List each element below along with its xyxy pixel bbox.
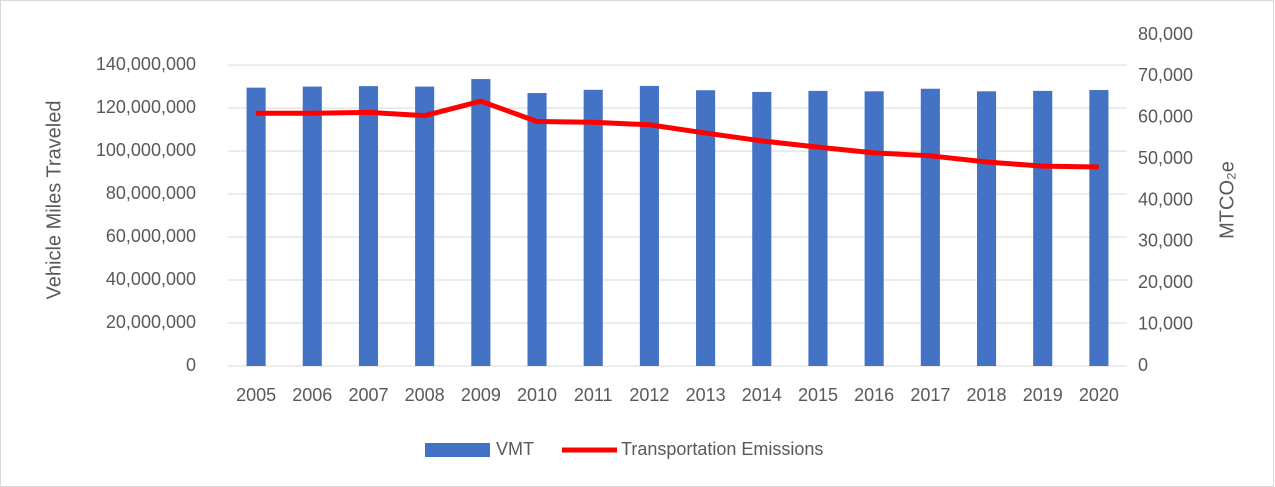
y2-tick-label: 60,000 [1138, 107, 1193, 127]
x-tick-label: 2011 [574, 385, 613, 405]
x-tick-label: 2019 [1023, 385, 1063, 405]
y2-axis-title: MTCO₂e [1216, 161, 1238, 239]
x-tick-label: 2016 [854, 385, 894, 405]
y2-tick-label: 40,000 [1138, 189, 1193, 209]
bar [471, 79, 491, 366]
x-tick-label: 2009 [461, 385, 501, 405]
bar [976, 91, 997, 366]
bar [696, 90, 716, 366]
y2-tick-label: 80,000 [1138, 24, 1193, 44]
legend-label: Transportation Emissions [621, 439, 823, 459]
x-tick-label: 2020 [1079, 385, 1119, 405]
x-tick-label: 2013 [686, 385, 726, 405]
x-tick-label: 2007 [348, 385, 388, 405]
bar [639, 85, 659, 367]
bar [920, 88, 940, 366]
bar [302, 86, 322, 367]
y-tick-label: 40,000,000 [106, 269, 196, 289]
y-tick-label: 0 [186, 355, 196, 375]
bar [1033, 90, 1053, 366]
bar [864, 91, 884, 366]
bar [415, 86, 435, 367]
y-tick-label: 120,000,000 [96, 97, 196, 117]
y2-tick-label: 20,000 [1138, 272, 1193, 292]
x-tick-label: 2014 [742, 385, 782, 405]
bar [527, 93, 547, 366]
y2-tick-label: 70,000 [1138, 65, 1193, 85]
y-axis-title: Vehicle Miles Traveled [43, 101, 65, 300]
x-tick-label: 2018 [967, 385, 1007, 405]
x-tick-label: 2017 [910, 385, 950, 405]
legend-label: VMT [496, 439, 534, 459]
y-tick-label: 20,000,000 [106, 312, 196, 332]
y-tick-label: 60,000,000 [106, 226, 196, 246]
x-tick-label: 2008 [405, 385, 445, 405]
x-tick-label: 2005 [236, 385, 276, 405]
line [256, 98, 1099, 170]
y2-tick-label: 30,000 [1138, 231, 1193, 251]
y2-tick-label: 10,000 [1138, 313, 1193, 333]
x-tick-label: 2010 [517, 385, 557, 405]
y2-tick-label: 50,000 [1138, 148, 1193, 168]
bar [1089, 90, 1109, 366]
legend-swatch [425, 443, 490, 457]
x-tick-label: 2012 [629, 385, 669, 405]
y-tick-label: 140,000,000 [96, 54, 196, 74]
bar [752, 91, 772, 366]
y-tick-label: 80,000,000 [106, 183, 196, 203]
bar [358, 86, 379, 367]
bar [808, 90, 828, 366]
bar [246, 87, 266, 366]
y2-tick-label: 0 [1138, 355, 1148, 375]
x-tick-label: 2006 [292, 385, 332, 405]
y-tick-label: 100,000,000 [96, 140, 196, 160]
bar [583, 89, 603, 366]
x-tick-label: 2015 [798, 385, 838, 405]
